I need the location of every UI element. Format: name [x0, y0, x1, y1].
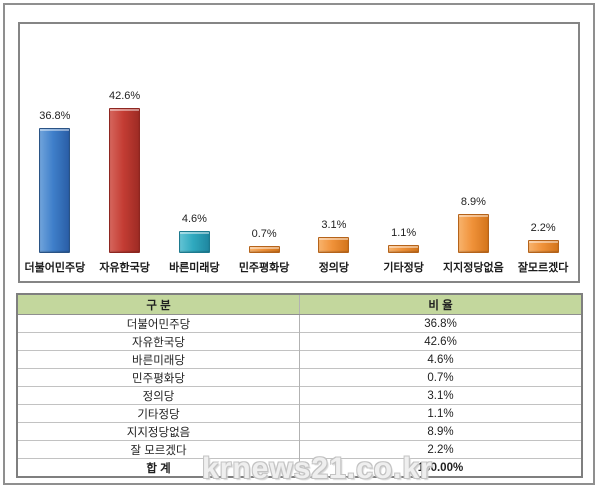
bar — [248, 246, 280, 253]
table-cell-ratio: 42.6% — [299, 332, 582, 351]
table-row: 민주평화당 0.7% — [17, 368, 582, 387]
bar — [527, 240, 559, 253]
table-cell-category: 지지정당없음 — [17, 422, 300, 441]
table-cell-ratio: 8.9% — [299, 422, 582, 441]
table-cell-ratio: 36.8% — [299, 314, 582, 333]
table-cell-ratio: 100.00% — [299, 458, 582, 477]
bar — [388, 245, 420, 253]
table-row: 바른미래당 4.6% — [17, 350, 582, 369]
bar-value-label: 8.9% — [460, 196, 486, 208]
table-row: 기타정당 1.1% — [17, 404, 582, 423]
table-cell-category: 정의당 — [17, 386, 300, 405]
table-cell-category: 기타정당 — [17, 404, 300, 423]
table-row: 지지정당없음 8.9% — [17, 422, 582, 441]
table-cell-category: 합 계 — [17, 458, 300, 477]
bar-slot: 8.9% 지지정당없음 — [439, 24, 509, 281]
bar-chart-plot-area: 36.8% 더불어민주당 42.6% 자유한국당 4.6% 바른미래당 0.7% 민주평화당 3… — [20, 24, 578, 281]
table-cell-ratio: 4.6% — [299, 350, 582, 369]
bar-slot: 36.8% 더불어민주당 — [20, 24, 90, 281]
table-cell-ratio: 3.1% — [299, 386, 582, 405]
bar-value-label: 1.1% — [391, 227, 417, 239]
table-row: 합 계 100.00% — [17, 458, 582, 477]
bar-value-label: 42.6% — [109, 90, 141, 102]
bar-slot: 3.1% 정의당 — [299, 24, 369, 281]
bar-slot: 4.6% 바른미래당 — [160, 24, 230, 281]
bar-category-label: 잘모르겠다 — [517, 262, 569, 274]
bar — [457, 214, 489, 253]
bar-category-label: 정의당 — [318, 262, 350, 274]
bar-value-label: 4.6% — [181, 213, 207, 225]
page-frame: 36.8% 더불어민주당 42.6% 자유한국당 4.6% 바른미래당 0.7% 민주평화당 3… — [3, 3, 595, 485]
bar-category-label: 더불어민주당 — [24, 262, 86, 274]
bar — [109, 108, 141, 253]
bar — [178, 231, 210, 253]
table-header-cell: 구 분 — [17, 294, 300, 315]
bar-category-label: 바른미래당 — [169, 262, 220, 274]
bar-slot: 42.6% 자유한국당 — [90, 24, 160, 281]
bar-category-label: 기타정당 — [383, 262, 424, 274]
table-cell-category: 잘 모르겠다 — [17, 440, 300, 459]
bar-value-label: 36.8% — [39, 110, 71, 122]
table-row: 정의당 3.1% — [17, 386, 582, 405]
bar-chart: 36.8% 더불어민주당 42.6% 자유한국당 4.6% 바른미래당 0.7% 민주평화당 3… — [18, 22, 580, 283]
table-row: 자유한국당 42.6% — [17, 332, 582, 351]
bar — [318, 237, 350, 253]
bar-value-label: 3.1% — [321, 219, 347, 231]
table-row: 잘 모르겠다 2.2% — [17, 440, 582, 459]
table-cell-category: 바른미래당 — [17, 350, 300, 369]
bar-slot: 2.2% 잘모르겠다 — [508, 24, 578, 281]
table-cell-ratio: 0.7% — [299, 368, 582, 387]
bar-category-label: 민주평화당 — [238, 262, 290, 274]
data-table-body: 더불어민주당 36.8% 자유한국당 42.6% 바른미래당 4.6% 민주평화당 0.7% 정… — [17, 314, 582, 477]
table-cell-category: 민주평화당 — [17, 368, 300, 387]
bar-value-label: 2.2% — [530, 222, 556, 234]
table-cell-category: 자유한국당 — [17, 332, 300, 351]
bar — [39, 128, 71, 253]
bar-category-label: 지지정당없음 — [443, 262, 504, 274]
table-cell-ratio: 2.2% — [299, 440, 582, 459]
table-header-cell: 비 율 — [299, 294, 582, 315]
table-cell-category: 더불어민주당 — [126, 318, 191, 331]
bar-slot: 0.7% 민주평화당 — [229, 24, 299, 281]
bar-value-label: 0.7% — [251, 228, 277, 240]
table-row: 더불어민주당 36.8% — [17, 314, 582, 333]
bar-slot: 1.1% 기타정당 — [369, 24, 439, 281]
bar-category-label: 자유한국당 — [99, 262, 150, 274]
table-cell-ratio: 1.1% — [299, 404, 582, 423]
